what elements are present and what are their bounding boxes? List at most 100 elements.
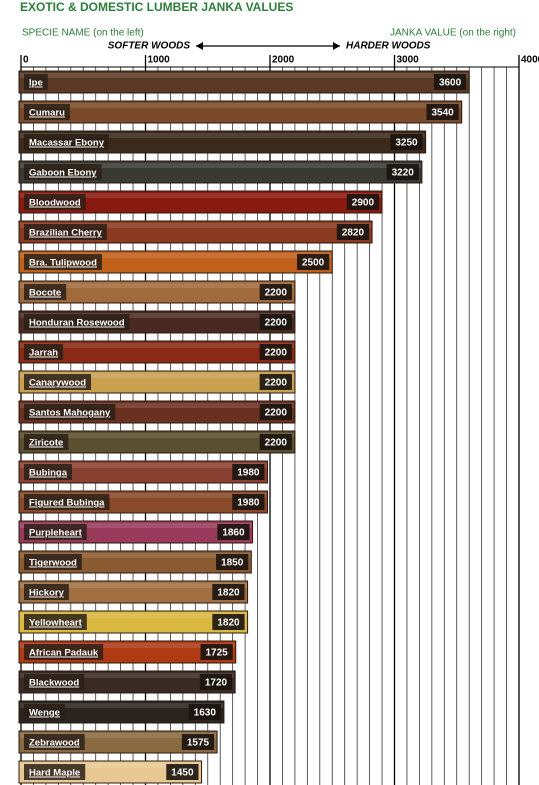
value-label-bg bbox=[386, 164, 419, 180]
bar-shine bbox=[20, 133, 425, 138]
value-label: 3250 bbox=[395, 138, 418, 149]
category-label-bg bbox=[24, 524, 87, 540]
chart-title: EXOTIC & DOMESTIC LUMBER JANKA VALUES bbox=[20, 0, 293, 14]
value-label: 1725 bbox=[206, 648, 229, 659]
category-label-bg bbox=[24, 644, 104, 660]
bar bbox=[18, 460, 269, 484]
bar-shine bbox=[20, 313, 294, 318]
category-label: Figured Bubinga bbox=[29, 498, 105, 509]
value-label: 2200 bbox=[265, 438, 288, 449]
category-label: Yellowheart bbox=[29, 618, 83, 629]
annotation-left: SOFTER WOODS bbox=[108, 41, 191, 52]
category-label: Wenge bbox=[29, 708, 60, 719]
category-label-bg bbox=[24, 134, 109, 150]
bar-shine bbox=[20, 163, 421, 168]
value-label-bg bbox=[212, 614, 245, 630]
category-label-bg bbox=[24, 314, 130, 330]
value-label: 3540 bbox=[431, 108, 454, 119]
value-label: 2500 bbox=[302, 258, 325, 269]
value-label: 1850 bbox=[221, 558, 244, 569]
subtitle-left: SPECIE NAME (on the left) bbox=[22, 28, 144, 39]
category-label-bg bbox=[24, 464, 72, 480]
bar-shine bbox=[20, 553, 251, 558]
category-label: Ipe bbox=[29, 78, 43, 89]
category-label: Brazilian Cherry bbox=[29, 228, 103, 239]
category-label: Canarywood bbox=[29, 378, 86, 389]
value-label-bg bbox=[336, 224, 370, 240]
category-label-bg bbox=[24, 614, 87, 630]
bar bbox=[18, 700, 225, 724]
bar-shine bbox=[20, 283, 294, 288]
value-label: 1820 bbox=[217, 588, 240, 599]
category-label: Hard Maple bbox=[29, 768, 80, 779]
category-label: Bubinga bbox=[29, 468, 68, 479]
category-label: Ziricote bbox=[29, 438, 63, 449]
value-label: 1450 bbox=[171, 768, 194, 779]
value-label-bg bbox=[259, 434, 292, 450]
bar bbox=[18, 130, 427, 154]
value-label: 2900 bbox=[352, 198, 375, 209]
value-label: 1575 bbox=[187, 738, 210, 749]
x-tick-label: 0 bbox=[23, 55, 29, 66]
category-label: Bocote bbox=[29, 288, 61, 299]
bar bbox=[18, 430, 296, 454]
category-label: Honduran Rosewood bbox=[29, 318, 125, 329]
bar bbox=[18, 190, 383, 214]
value-label: 1860 bbox=[222, 528, 245, 539]
value-label-bg bbox=[259, 284, 292, 300]
bar-shine bbox=[20, 703, 223, 708]
value-label: 1720 bbox=[205, 678, 228, 689]
value-label-bg bbox=[217, 524, 250, 540]
category-label: Zebrawood bbox=[29, 738, 80, 749]
bar-shine bbox=[20, 343, 294, 348]
x-tick-label: 4000 bbox=[521, 55, 539, 66]
category-label: Blackwood bbox=[29, 678, 79, 689]
value-label-bg bbox=[433, 74, 467, 90]
category-label-bg bbox=[24, 194, 86, 210]
category-label-bg bbox=[24, 254, 102, 270]
value-label-bg bbox=[259, 374, 292, 390]
bar-shine bbox=[20, 433, 294, 438]
value-label: 1980 bbox=[237, 498, 260, 509]
bar-shine bbox=[20, 643, 235, 648]
bar bbox=[18, 220, 373, 244]
value-label: 2200 bbox=[265, 318, 288, 329]
bar bbox=[18, 160, 423, 184]
bar-shine bbox=[20, 763, 201, 768]
category-label-bg bbox=[24, 164, 102, 180]
value-label-bg bbox=[200, 644, 233, 660]
value-label-bg bbox=[232, 494, 265, 510]
value-label-bg bbox=[297, 254, 330, 270]
x-tick-label: 3000 bbox=[397, 55, 420, 66]
bar-shine bbox=[20, 733, 217, 738]
bar-shine bbox=[20, 193, 382, 198]
bar-shine bbox=[20, 523, 252, 528]
bar bbox=[18, 100, 463, 124]
value-label: 2200 bbox=[265, 408, 288, 419]
category-label: Jarrah bbox=[29, 348, 58, 359]
category-label: Purpleheart bbox=[29, 528, 83, 539]
value-label: 2200 bbox=[265, 348, 288, 359]
value-label-bg bbox=[426, 104, 459, 120]
category-label: Macassar Ebony bbox=[29, 138, 105, 149]
value-label: 1980 bbox=[237, 468, 260, 479]
bar-shine bbox=[20, 403, 294, 408]
category-label-bg bbox=[24, 734, 85, 750]
value-label: 2820 bbox=[342, 228, 365, 239]
value-label: 2200 bbox=[265, 378, 288, 389]
category-label: African Padauk bbox=[29, 648, 99, 659]
value-label-bg bbox=[390, 134, 423, 150]
bar-shine bbox=[20, 103, 461, 108]
category-label-bg bbox=[24, 224, 107, 240]
bar-shine bbox=[20, 223, 372, 228]
x-tick-label: 2000 bbox=[272, 55, 295, 66]
category-label-bg bbox=[24, 284, 67, 300]
category-label-bg bbox=[24, 374, 92, 390]
bar-shine bbox=[20, 493, 267, 498]
bar bbox=[18, 580, 249, 604]
category-label-bg bbox=[24, 554, 82, 570]
bar-shine bbox=[20, 373, 294, 378]
value-label: 3220 bbox=[392, 168, 415, 179]
value-label-bg bbox=[166, 764, 199, 780]
